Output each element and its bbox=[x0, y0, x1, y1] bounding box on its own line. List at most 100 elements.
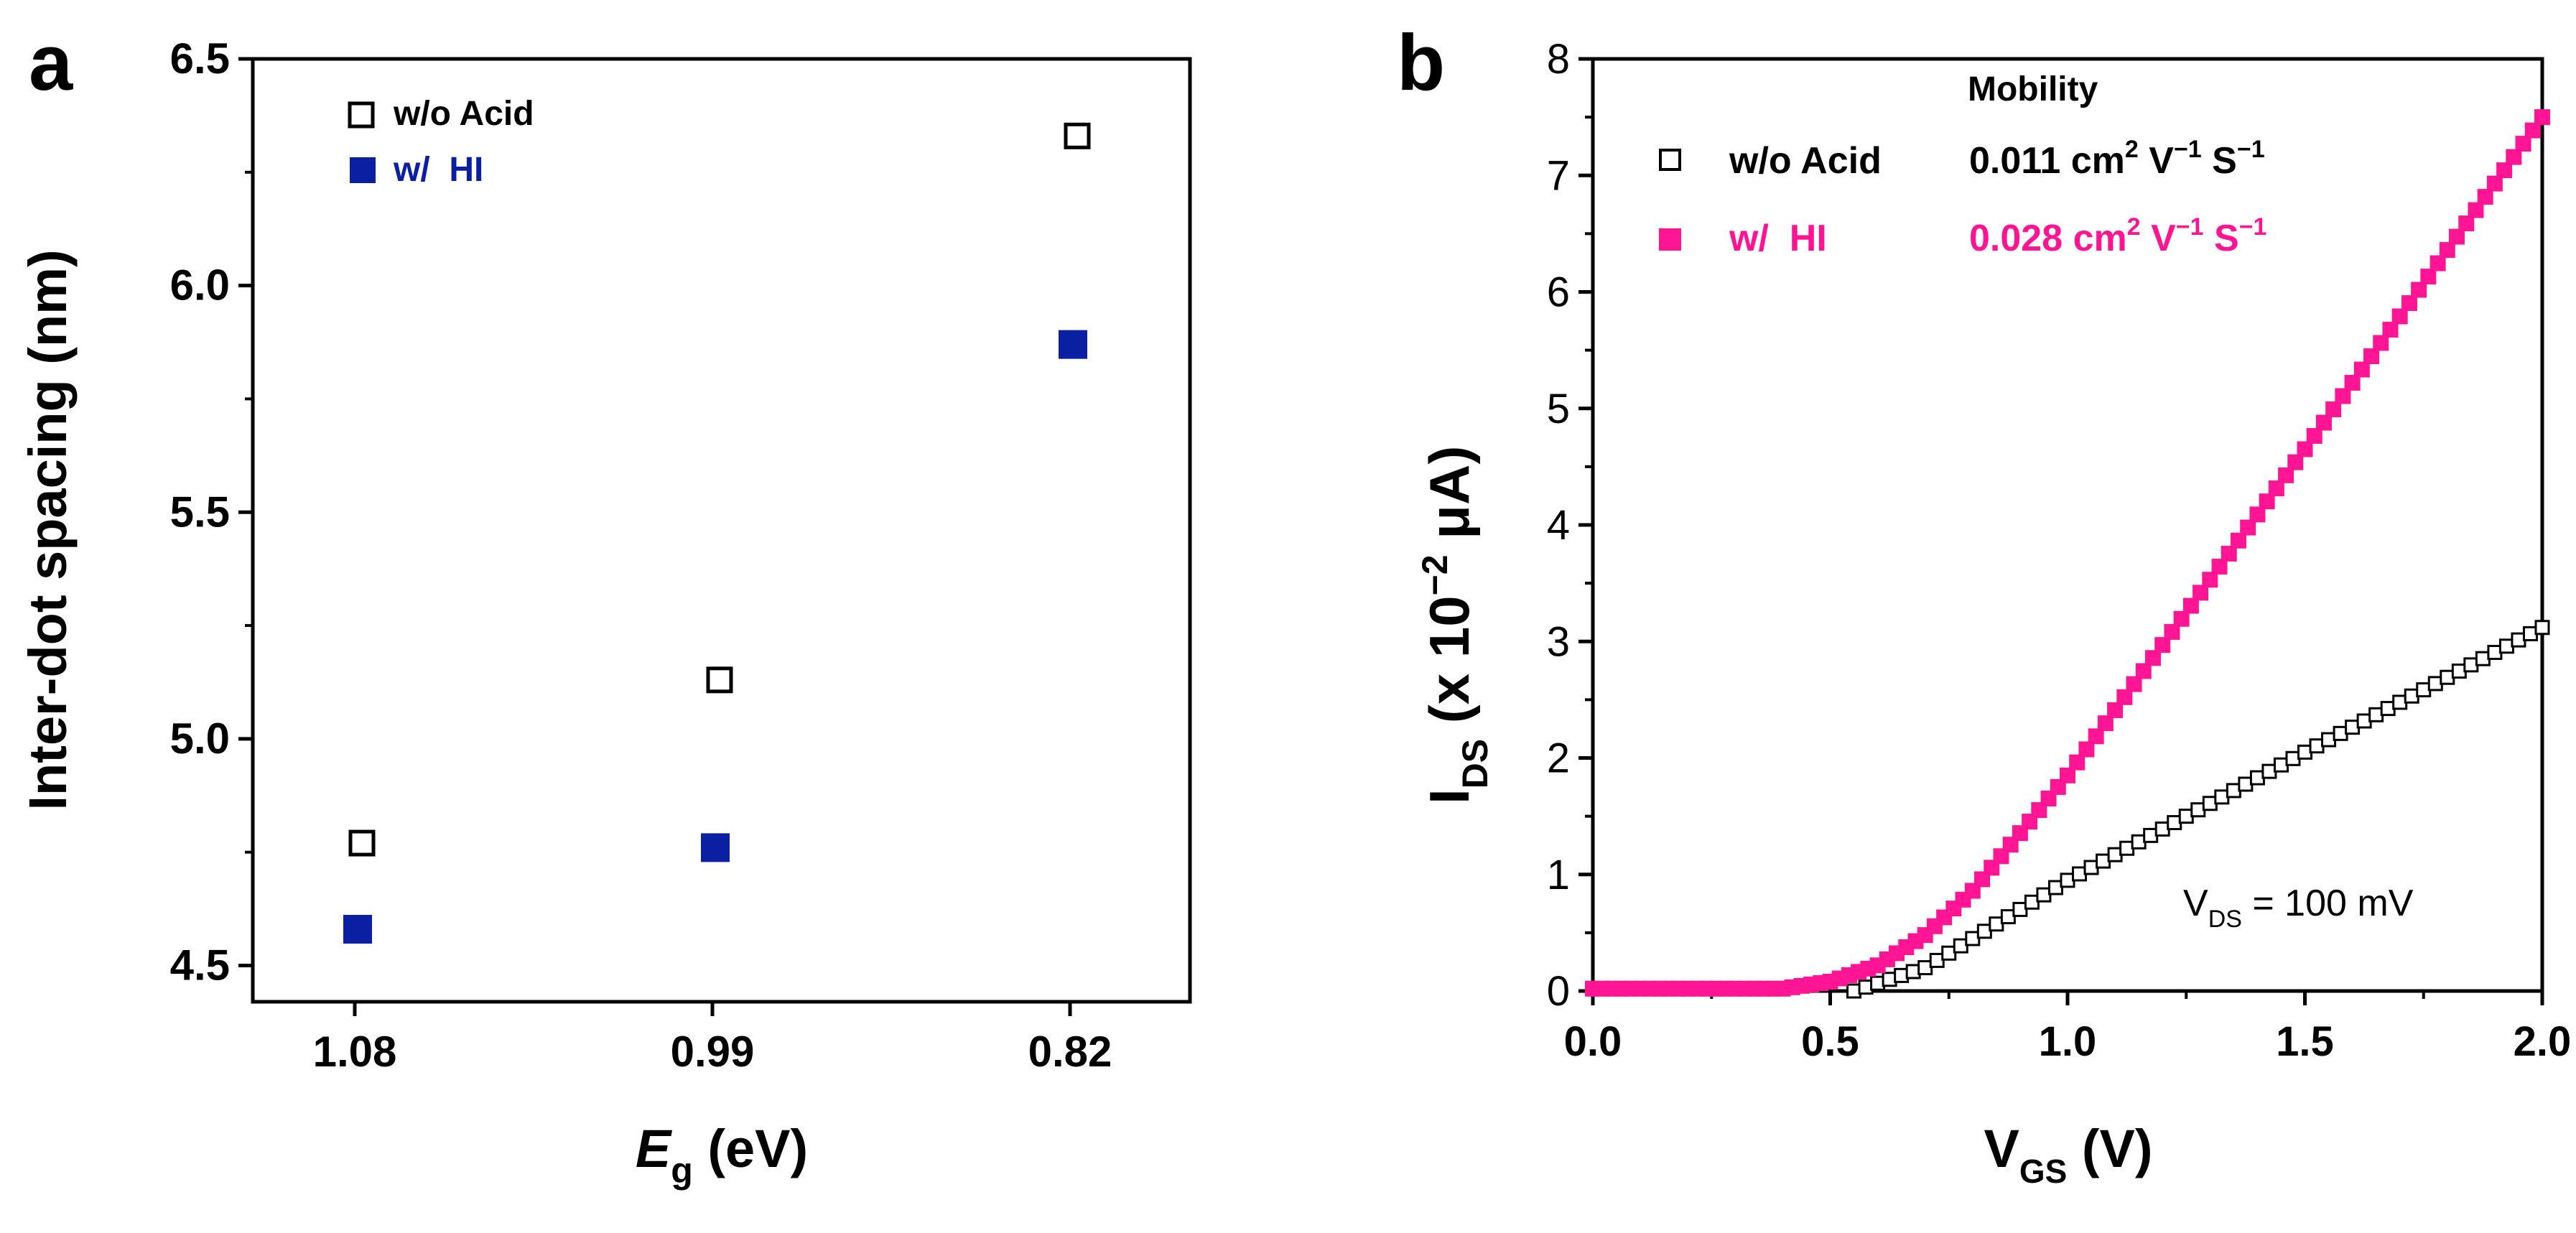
panel-a-x-axis: 1.08 0.99 0.82 bbox=[313, 1002, 1112, 1076]
b-point-hi bbox=[2193, 585, 2209, 601]
panel-b-x-axis: 0.0 0.5 1.0 1.5 2.0 bbox=[1564, 991, 2571, 1065]
b-y-tick-label: 7 bbox=[1547, 152, 1570, 199]
panel-a-x-label-symbol: E bbox=[636, 1119, 673, 1178]
b-point-hi bbox=[2449, 228, 2465, 245]
a-point-hi bbox=[343, 915, 372, 944]
legend-b-mobility-wo-acid: 0.011 cm2 V−1 S−1 bbox=[1969, 136, 2265, 182]
b-point-hi bbox=[2221, 545, 2237, 562]
mobility-hi-v: V bbox=[2141, 218, 2176, 259]
a-point-hi bbox=[1059, 330, 1087, 359]
a-y-tick-label: 6.0 bbox=[170, 261, 230, 310]
mobility-hi-s: S bbox=[2204, 218, 2239, 259]
legend-b-mobility-hi: 0.028 cm2 V−1 S−1 bbox=[1969, 213, 2266, 259]
b-point-hi bbox=[2069, 754, 2086, 771]
b-point-hi bbox=[2230, 532, 2246, 549]
panel-b-frame bbox=[1591, 57, 2544, 993]
panel-b-y-label-main: I bbox=[1418, 788, 1481, 804]
panel-a: a 4.5 5.0 5.5 6.0 6.5 1.08 0.99 0.82 Inter-dot… bbox=[18, 19, 1192, 1191]
b-point-hi bbox=[2477, 189, 2493, 205]
b-y-tick-label: 0 bbox=[1547, 968, 1570, 1015]
b-series-hi bbox=[1585, 109, 2550, 997]
a-y-tick-label: 4.5 bbox=[170, 941, 230, 990]
b-point-hi bbox=[2458, 215, 2475, 232]
b-x-tick-label: 0.5 bbox=[1801, 1018, 1859, 1065]
legend-a-marker-filled bbox=[350, 157, 376, 183]
legend-b-label-wo-acid: w/o Acid bbox=[1729, 140, 1882, 182]
b-x-tick-label: 1.0 bbox=[2039, 1018, 2097, 1065]
b-point-hi bbox=[2164, 623, 2180, 640]
b-point-hi bbox=[2344, 375, 2361, 391]
mobility-wo-acid-sup2: −1 bbox=[2174, 136, 2202, 163]
legend-b-marker-open bbox=[1659, 149, 1681, 171]
panel-a-y-axis: 4.5 5.0 5.5 6.0 6.5 bbox=[170, 34, 253, 990]
b-point-hi bbox=[2420, 269, 2437, 285]
panel-b-y-axis: 0 1 2 3 4 5 6 7 8 bbox=[1547, 36, 1593, 1015]
panel-a-legend: w/o Acid w/ HI bbox=[348, 95, 534, 189]
a-point-hi bbox=[701, 833, 730, 862]
b-point-hi bbox=[2135, 663, 2152, 679]
legend-b-title: Mobility bbox=[1968, 70, 2098, 108]
b-y-tick-label: 8 bbox=[1547, 36, 1570, 83]
panel-a-x-label: Eg (eV) bbox=[636, 1119, 808, 1191]
b-point-hi bbox=[2259, 493, 2275, 510]
a-point-wo-acid bbox=[706, 666, 733, 694]
b-point-hi bbox=[2182, 597, 2199, 614]
b-point-hi bbox=[2297, 441, 2313, 457]
b-point-hi bbox=[2496, 162, 2513, 179]
panel-b-y-label-unit: μA) bbox=[1418, 446, 1481, 555]
b-point-hi bbox=[2116, 689, 2133, 705]
b-series-wo-acid bbox=[1846, 620, 2550, 999]
b-y-tick-label: 6 bbox=[1547, 269, 1570, 316]
b-x-tick-label: 1.5 bbox=[2276, 1018, 2334, 1065]
panel-a-label: a bbox=[29, 19, 73, 107]
b-point-hi bbox=[2249, 506, 2266, 523]
panel-a-y-label: Inter-dot spacing (nm) bbox=[18, 249, 78, 810]
panel-b-y-label-sup: −2 bbox=[1415, 554, 1455, 595]
mobility-hi-sup3: −1 bbox=[2239, 213, 2267, 241]
b-point-hi bbox=[2468, 202, 2484, 218]
b-point-hi bbox=[2439, 242, 2455, 259]
panel-b-x-label: VGS (V) bbox=[1984, 1119, 2152, 1190]
a-point-wo-acid bbox=[1064, 122, 1091, 149]
panel-b-points bbox=[1585, 109, 2550, 999]
b-point-hi bbox=[2097, 715, 2114, 732]
a-y-tick-label: 6.5 bbox=[170, 34, 230, 83]
b-point-hi bbox=[2534, 109, 2550, 126]
b-point-hi bbox=[2240, 519, 2256, 536]
mobility-hi-sup2: −1 bbox=[2176, 213, 2204, 241]
mobility-wo-acid-sup3: −1 bbox=[2237, 136, 2265, 163]
b-point-hi bbox=[2382, 322, 2399, 338]
panel-b-x-label-sub: GS bbox=[2019, 1153, 2067, 1190]
panel-b-x-label-main: V bbox=[1984, 1119, 2019, 1178]
b-point-hi bbox=[2353, 361, 2370, 378]
b-point-hi bbox=[2202, 572, 2218, 588]
b-point-hi bbox=[2515, 136, 2531, 152]
b-point-hi bbox=[2411, 282, 2427, 298]
b-point-hi bbox=[2126, 676, 2142, 692]
panel-b-x-label-unit: (V) bbox=[2067, 1119, 2152, 1178]
b-point-hi bbox=[2306, 428, 2322, 445]
panel-a-frame bbox=[251, 57, 1192, 1004]
panel-b: b 0 1 2 3 4 5 6 7 8 0.0 0.5 1.0 1.5 2.0 IDS (x 10−2 … bbox=[1397, 19, 2571, 1190]
b-point-hi bbox=[2211, 559, 2228, 575]
b-point-hi bbox=[2078, 741, 2095, 758]
b-y-tick-label: 3 bbox=[1547, 618, 1570, 665]
panel-b-y-label: IDS (x 10−2 μA) bbox=[1415, 446, 1495, 804]
b-point-hi bbox=[2401, 295, 2417, 312]
b-point-hi bbox=[2287, 454, 2304, 470]
panel-b-y-label-sub: DS bbox=[1455, 739, 1495, 788]
b-point-hi bbox=[2173, 610, 2190, 627]
b-point-hi bbox=[2154, 637, 2171, 653]
legend-a-marker-open bbox=[348, 101, 375, 129]
b-point-hi bbox=[2060, 767, 2075, 783]
legend-b-label-hi: w/ HI bbox=[1729, 218, 1827, 259]
vds-annotation-rest: = 100 mV bbox=[2242, 883, 2414, 924]
b-y-tick-label: 5 bbox=[1547, 386, 1570, 432]
panel-b-label: b bbox=[1397, 19, 1445, 107]
b-point-wo-acid bbox=[2534, 620, 2550, 636]
legend-a-label-hi: w/ HI bbox=[393, 151, 483, 189]
panel-a-points bbox=[343, 122, 1091, 944]
b-point-hi bbox=[2391, 308, 2408, 325]
a-x-tick-label: 0.99 bbox=[671, 1028, 755, 1076]
